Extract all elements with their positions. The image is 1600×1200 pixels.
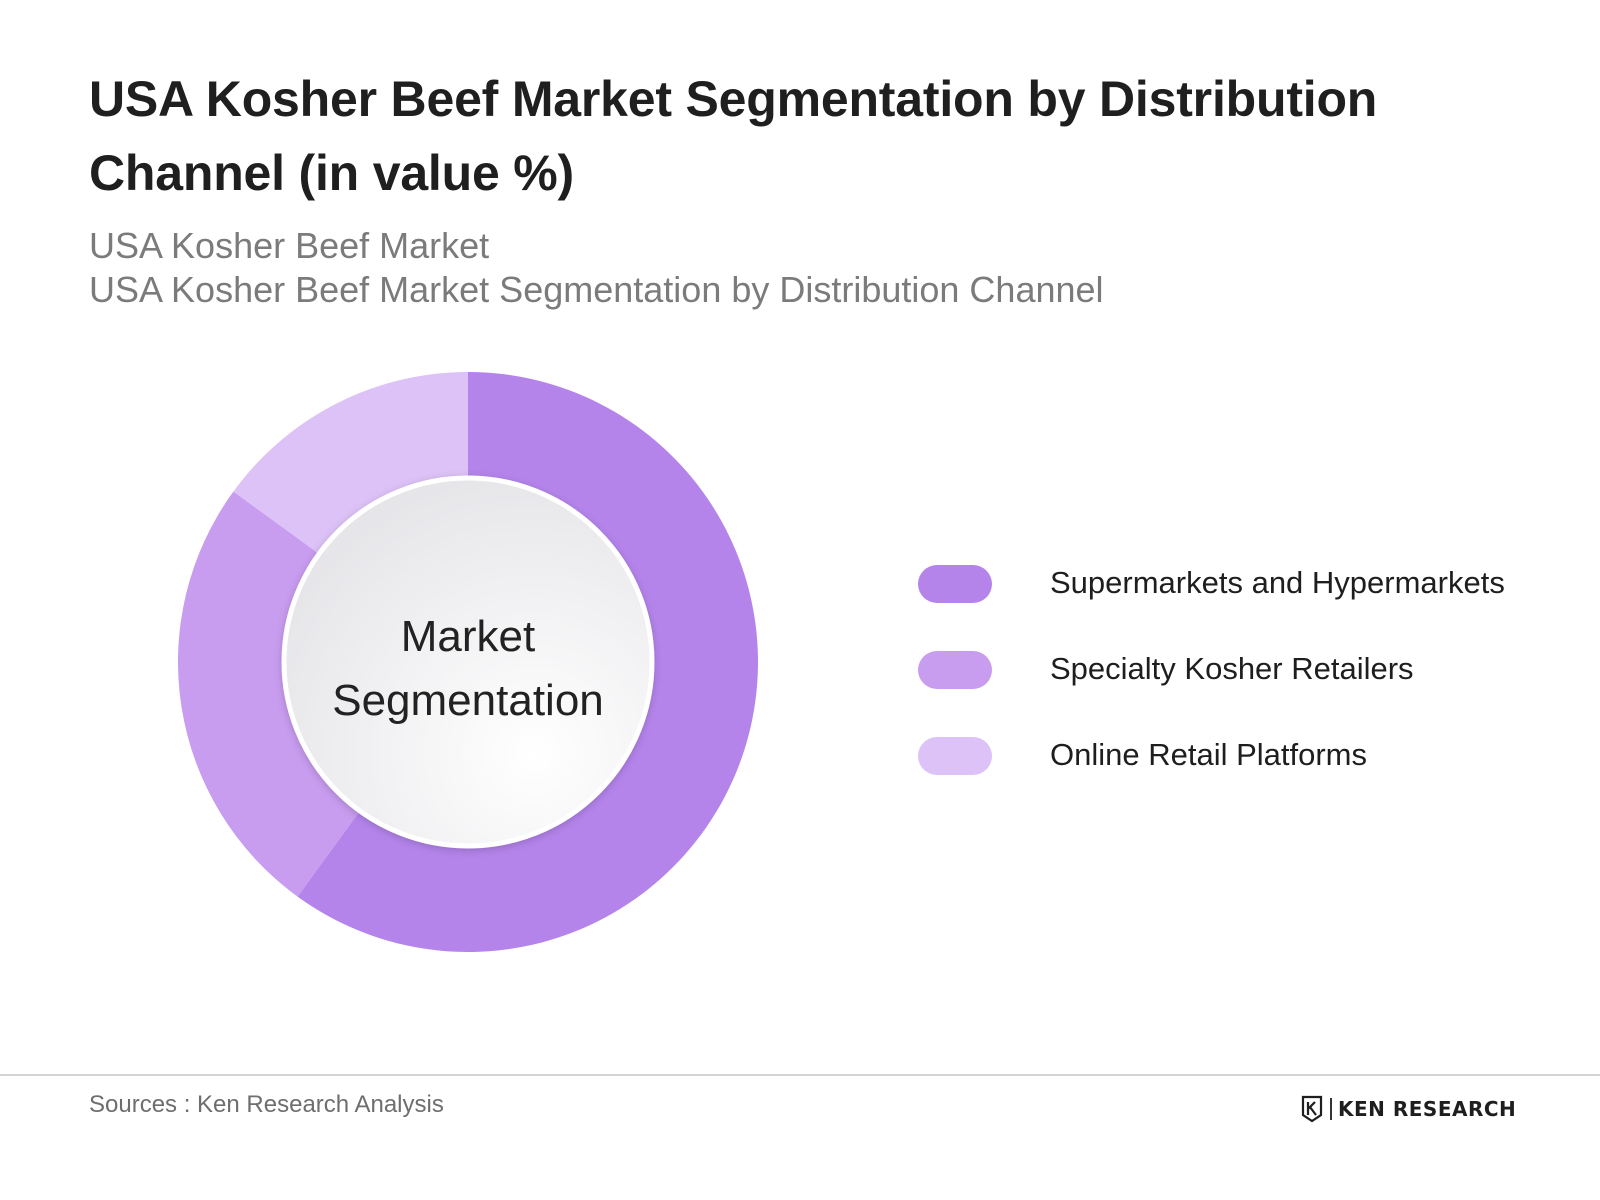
- center-label-line1: Market: [400, 612, 536, 661]
- donut-chart-svg: [178, 372, 758, 952]
- center-label-line2: Segmentation: [332, 676, 604, 725]
- legend-swatch-online-retail: [918, 737, 992, 775]
- logo-wordmark: KEN RESEARCH: [1338, 1097, 1517, 1121]
- subtitle-market: USA Kosher Beef Market: [89, 225, 490, 266]
- footer-divider: [0, 1074, 1600, 1076]
- legend-swatch-specialty-retailers: [918, 651, 992, 689]
- legend-item-supermarkets: Supermarkets and Hypermarkets: [918, 545, 1578, 631]
- ken-research-logo-icon: [1301, 1095, 1323, 1123]
- legend-item-specialty-retailers: Specialty Kosher Retailers: [918, 631, 1578, 717]
- legend-label-online-retail: Online Retail Platforms: [1050, 737, 1368, 772]
- legend-label-supermarkets: Supermarkets and Hypermarkets: [1050, 565, 1505, 600]
- subtitle-segmentation: USA Kosher Beef Market Segmentation by D…: [89, 269, 1104, 310]
- chart-title: USA Kosher Beef Market Segmentation by D…: [89, 71, 1378, 201]
- chart-legend: Supermarkets and Hypermarkets Specialty …: [918, 545, 1578, 803]
- logo-separator: [1330, 1098, 1332, 1120]
- source-note: Sources : Ken Research Analysis: [89, 1091, 444, 1118]
- donut-center-label: Market Segmentation: [318, 605, 618, 733]
- ken-research-logo: KEN RESEARCH: [1300, 1094, 1516, 1124]
- legend-item-online-retail: Online Retail Platforms: [918, 717, 1578, 803]
- legend-label-specialty-retailers: Specialty Kosher Retailers: [1050, 651, 1414, 686]
- donut-chart: Market Segmentation: [0, 340, 940, 1000]
- legend-swatch-supermarkets: [918, 565, 992, 603]
- donut-center-disc: [281, 475, 655, 849]
